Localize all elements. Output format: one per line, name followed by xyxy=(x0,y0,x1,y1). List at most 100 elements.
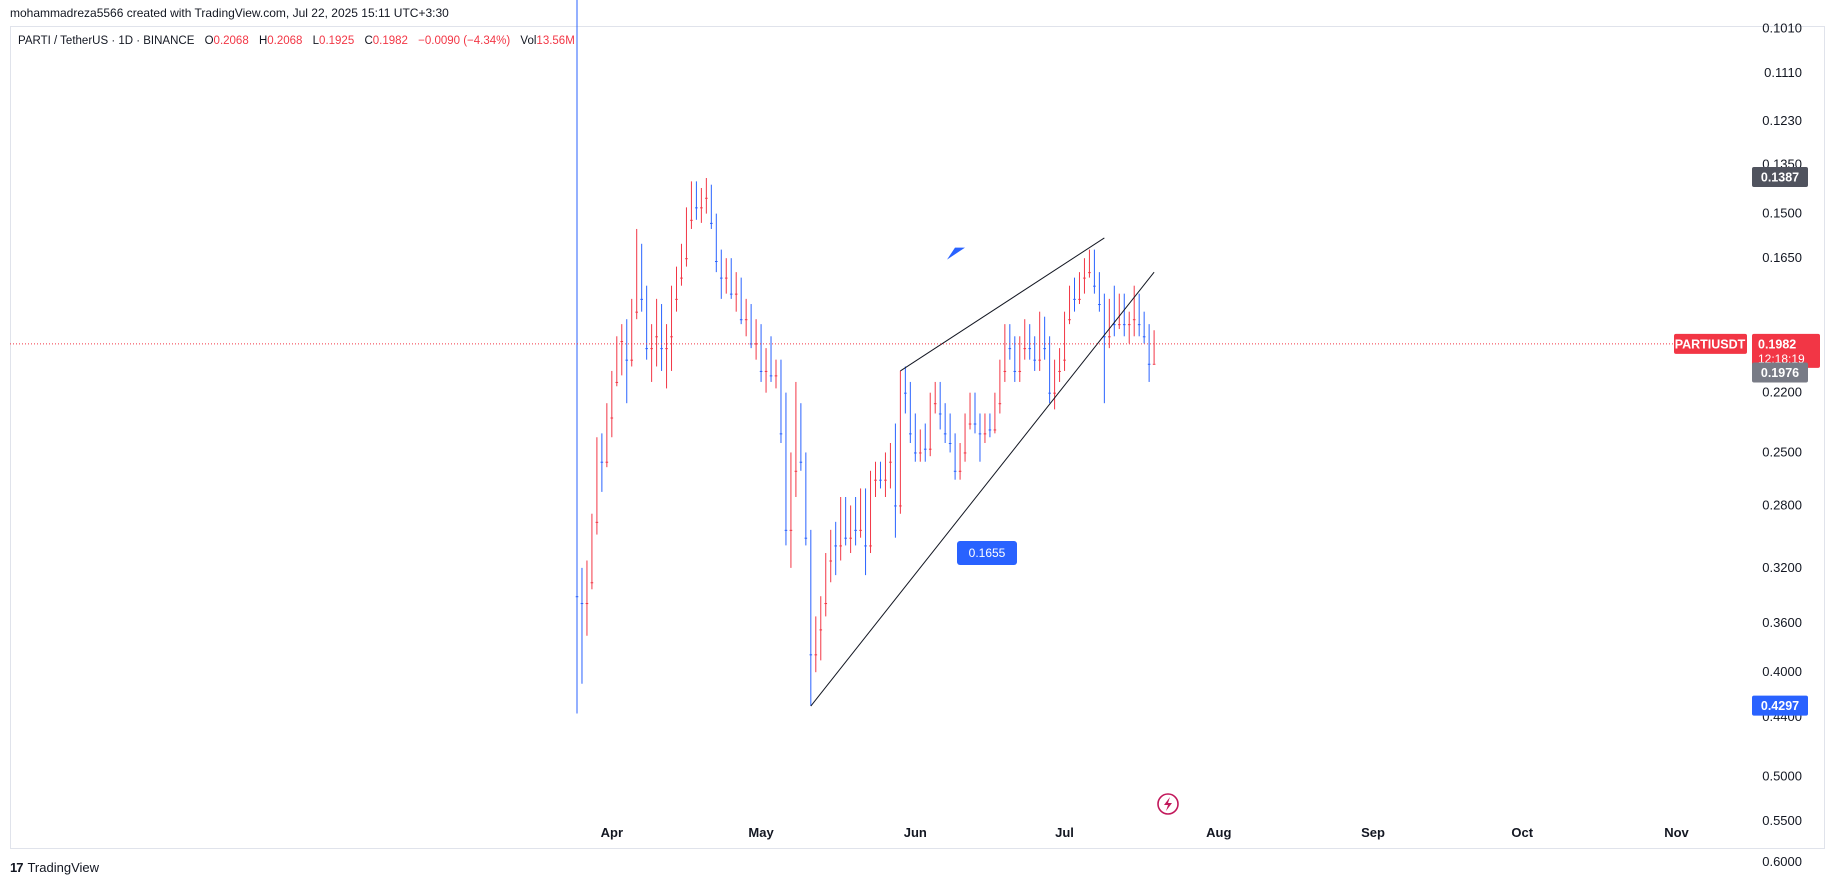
countdown-tag: 12:18:19 xyxy=(1758,352,1805,366)
candle-body xyxy=(923,448,927,450)
candle-body xyxy=(1142,336,1146,338)
candle-body xyxy=(839,545,842,547)
candle-body xyxy=(1053,392,1056,394)
candle-body xyxy=(1058,370,1061,372)
candle-body xyxy=(998,403,1002,405)
symbol-name[interactable]: PARTI / TetherUS · 1D · BINANCE xyxy=(18,35,195,47)
price-tick-label: 0.5500 xyxy=(1762,813,1802,828)
candle-body xyxy=(904,392,907,394)
candle-body xyxy=(715,261,718,263)
candle-body xyxy=(993,429,997,431)
candle-body xyxy=(953,470,957,472)
candles-layer xyxy=(575,0,1156,714)
candle-body xyxy=(849,537,852,539)
footer-brand: 17 TradingView xyxy=(10,860,99,875)
candle-body xyxy=(899,505,902,507)
candle-body xyxy=(879,479,882,481)
candle-body xyxy=(869,545,872,547)
candle-body xyxy=(1127,324,1131,326)
target-price-tag-bg xyxy=(1752,695,1808,716)
tradingview-brand: TradingView xyxy=(27,860,100,875)
candle-body xyxy=(789,529,793,531)
candle-body xyxy=(1103,336,1106,338)
candle-body xyxy=(918,452,922,454)
candle-body xyxy=(889,461,892,463)
candle-body xyxy=(585,603,589,605)
price-axis[interactable]: 0.60000.55000.50000.44000.40000.36000.32… xyxy=(1762,0,1802,869)
candle-body xyxy=(854,529,857,531)
last-price-tag-bg xyxy=(1752,333,1820,368)
price-tick-label: 0.6000 xyxy=(1762,854,1802,869)
candle-body xyxy=(724,277,728,279)
candle-body xyxy=(804,537,808,539)
target-price-tag: 0.4297 xyxy=(1761,699,1799,713)
candle-body xyxy=(1013,370,1017,372)
candle-body xyxy=(590,582,594,584)
price-tick-label: 0.2800 xyxy=(1762,497,1802,512)
candle-body xyxy=(844,537,847,539)
candle-body xyxy=(615,381,619,383)
candle-body xyxy=(1063,359,1066,361)
time-tick-label: Nov xyxy=(1664,825,1689,840)
candle-body xyxy=(824,603,828,605)
candle-body xyxy=(779,433,783,435)
chart-frame[interactable] xyxy=(10,26,1825,849)
time-tick-label: Jul xyxy=(1055,825,1074,840)
candle-body xyxy=(978,433,982,435)
candle-body xyxy=(928,448,932,450)
change-value: −0.0090 (−4.34%) xyxy=(418,35,511,47)
candle-body xyxy=(665,348,668,350)
candle-body xyxy=(734,293,738,295)
time-tick-label: Sep xyxy=(1361,825,1385,840)
flash-icon-ring xyxy=(1157,793,1179,815)
candle-body xyxy=(764,370,768,372)
flash-icon xyxy=(1157,793,1179,815)
candle-body xyxy=(794,470,798,472)
symbol-legend: PARTI / TetherUS · 1D · BINANCE O0.2068 … xyxy=(18,35,575,47)
candle-body xyxy=(1028,348,1032,350)
price-tick-label: 0.4000 xyxy=(1762,664,1802,679)
candle-body xyxy=(690,219,693,221)
descending-trendline xyxy=(810,271,1155,707)
price-tick-label: 0.3600 xyxy=(1762,615,1802,630)
chart-credit: mohammadreza5566 created with TradingVie… xyxy=(10,6,449,20)
callout-box xyxy=(957,541,1017,565)
candle-body xyxy=(1048,392,1051,394)
price-tick-label: 0.1650 xyxy=(1762,250,1802,265)
price-tick-label: 0.1230 xyxy=(1762,113,1802,128)
candle-body xyxy=(630,359,634,361)
candle-body xyxy=(834,545,837,547)
candle-body xyxy=(948,443,952,445)
candle-body xyxy=(605,461,609,463)
candle-body xyxy=(1073,298,1076,300)
candle-body xyxy=(973,423,977,425)
candle-body xyxy=(784,529,788,531)
candle-body xyxy=(575,596,579,598)
candle-body xyxy=(595,521,599,523)
time-axis[interactable]: Apr May Jun Jul Aug Sep Oct Nov xyxy=(601,825,1690,840)
candle-body xyxy=(1018,370,1022,372)
stop-price-tag: 0.1387 xyxy=(1761,171,1799,185)
candle-body xyxy=(859,529,862,531)
candle-body xyxy=(1108,336,1111,338)
lower-trendline xyxy=(900,237,1105,372)
candle-body xyxy=(864,545,867,547)
volume-label: Vol xyxy=(520,35,537,47)
candle-body xyxy=(884,479,887,481)
candle-body xyxy=(1137,324,1141,326)
open-value: 0.2068 xyxy=(213,35,249,47)
candle-body xyxy=(655,336,658,338)
time-tick-label: Aug xyxy=(1206,825,1231,840)
tradingview-logo-icon: 17 xyxy=(10,860,24,875)
price-tick-label: 0.1110 xyxy=(1764,65,1802,80)
candle-body xyxy=(625,359,629,361)
candle-body xyxy=(968,423,972,425)
candle-body xyxy=(710,222,713,224)
candle-body xyxy=(819,629,823,631)
candle-body xyxy=(1147,363,1151,365)
candle-body xyxy=(1122,324,1126,326)
price-tick-label: 0.3200 xyxy=(1762,560,1802,575)
candle-body xyxy=(1113,324,1116,326)
close-label: C xyxy=(364,35,373,47)
